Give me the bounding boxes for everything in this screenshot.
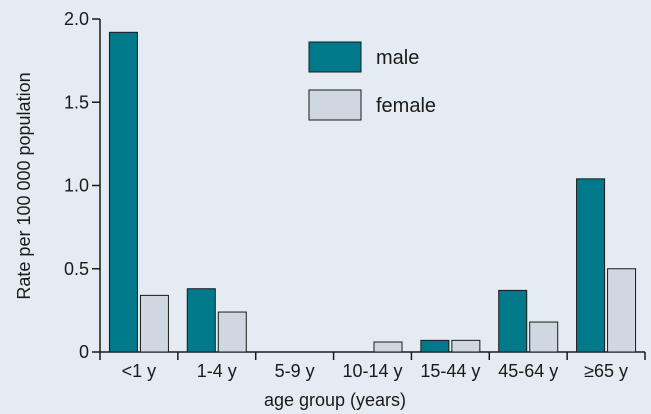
bar-female [139, 294, 169, 353]
bar-male [498, 289, 528, 353]
y-axis-title: Rate per 100 000 population [14, 72, 34, 299]
y-tick-label: 1.0 [64, 176, 89, 196]
legend-label-male: male [376, 47, 419, 69]
bars [108, 31, 637, 353]
y-tick-label: 0 [79, 342, 89, 362]
bar-male [186, 288, 216, 353]
bar-female [607, 268, 637, 353]
bar-male [420, 339, 450, 353]
bar-female [529, 321, 559, 353]
legend-swatch-male [308, 41, 362, 73]
legend: male female [308, 41, 436, 121]
y-tick-labels: 0 0.5 1.0 1.5 2.0 [64, 9, 100, 362]
bar-female [373, 341, 403, 353]
x-tick-label: ≥65 y [584, 361, 628, 381]
x-tick-label: 15-44 y [420, 361, 480, 381]
bar-female [451, 339, 481, 353]
x-tick-label: 1-4 y [197, 361, 237, 381]
y-tick-label: 1.5 [64, 92, 89, 112]
legend-label-female: female [376, 95, 436, 117]
y-tick-label: 2.0 [64, 9, 89, 29]
x-tick-label: <1 y [122, 361, 157, 381]
bar-female [217, 311, 247, 353]
legend-swatch-female [308, 89, 362, 121]
x-tick-label: 5-9 y [275, 361, 315, 381]
bar-male [576, 178, 606, 353]
bar-male [108, 31, 138, 353]
x-axis-title: age group (years) [264, 390, 406, 410]
axes [99, 19, 645, 353]
y-tick-label: 0.5 [64, 259, 89, 279]
x-tick-label: 10-14 y [342, 361, 402, 381]
x-tick-label: 45-64 y [498, 361, 558, 381]
x-tick-labels: <1 y 1-4 y 5-9 y 10-14 y 15-44 y 45-64 y ≥65 y [99, 352, 646, 381]
